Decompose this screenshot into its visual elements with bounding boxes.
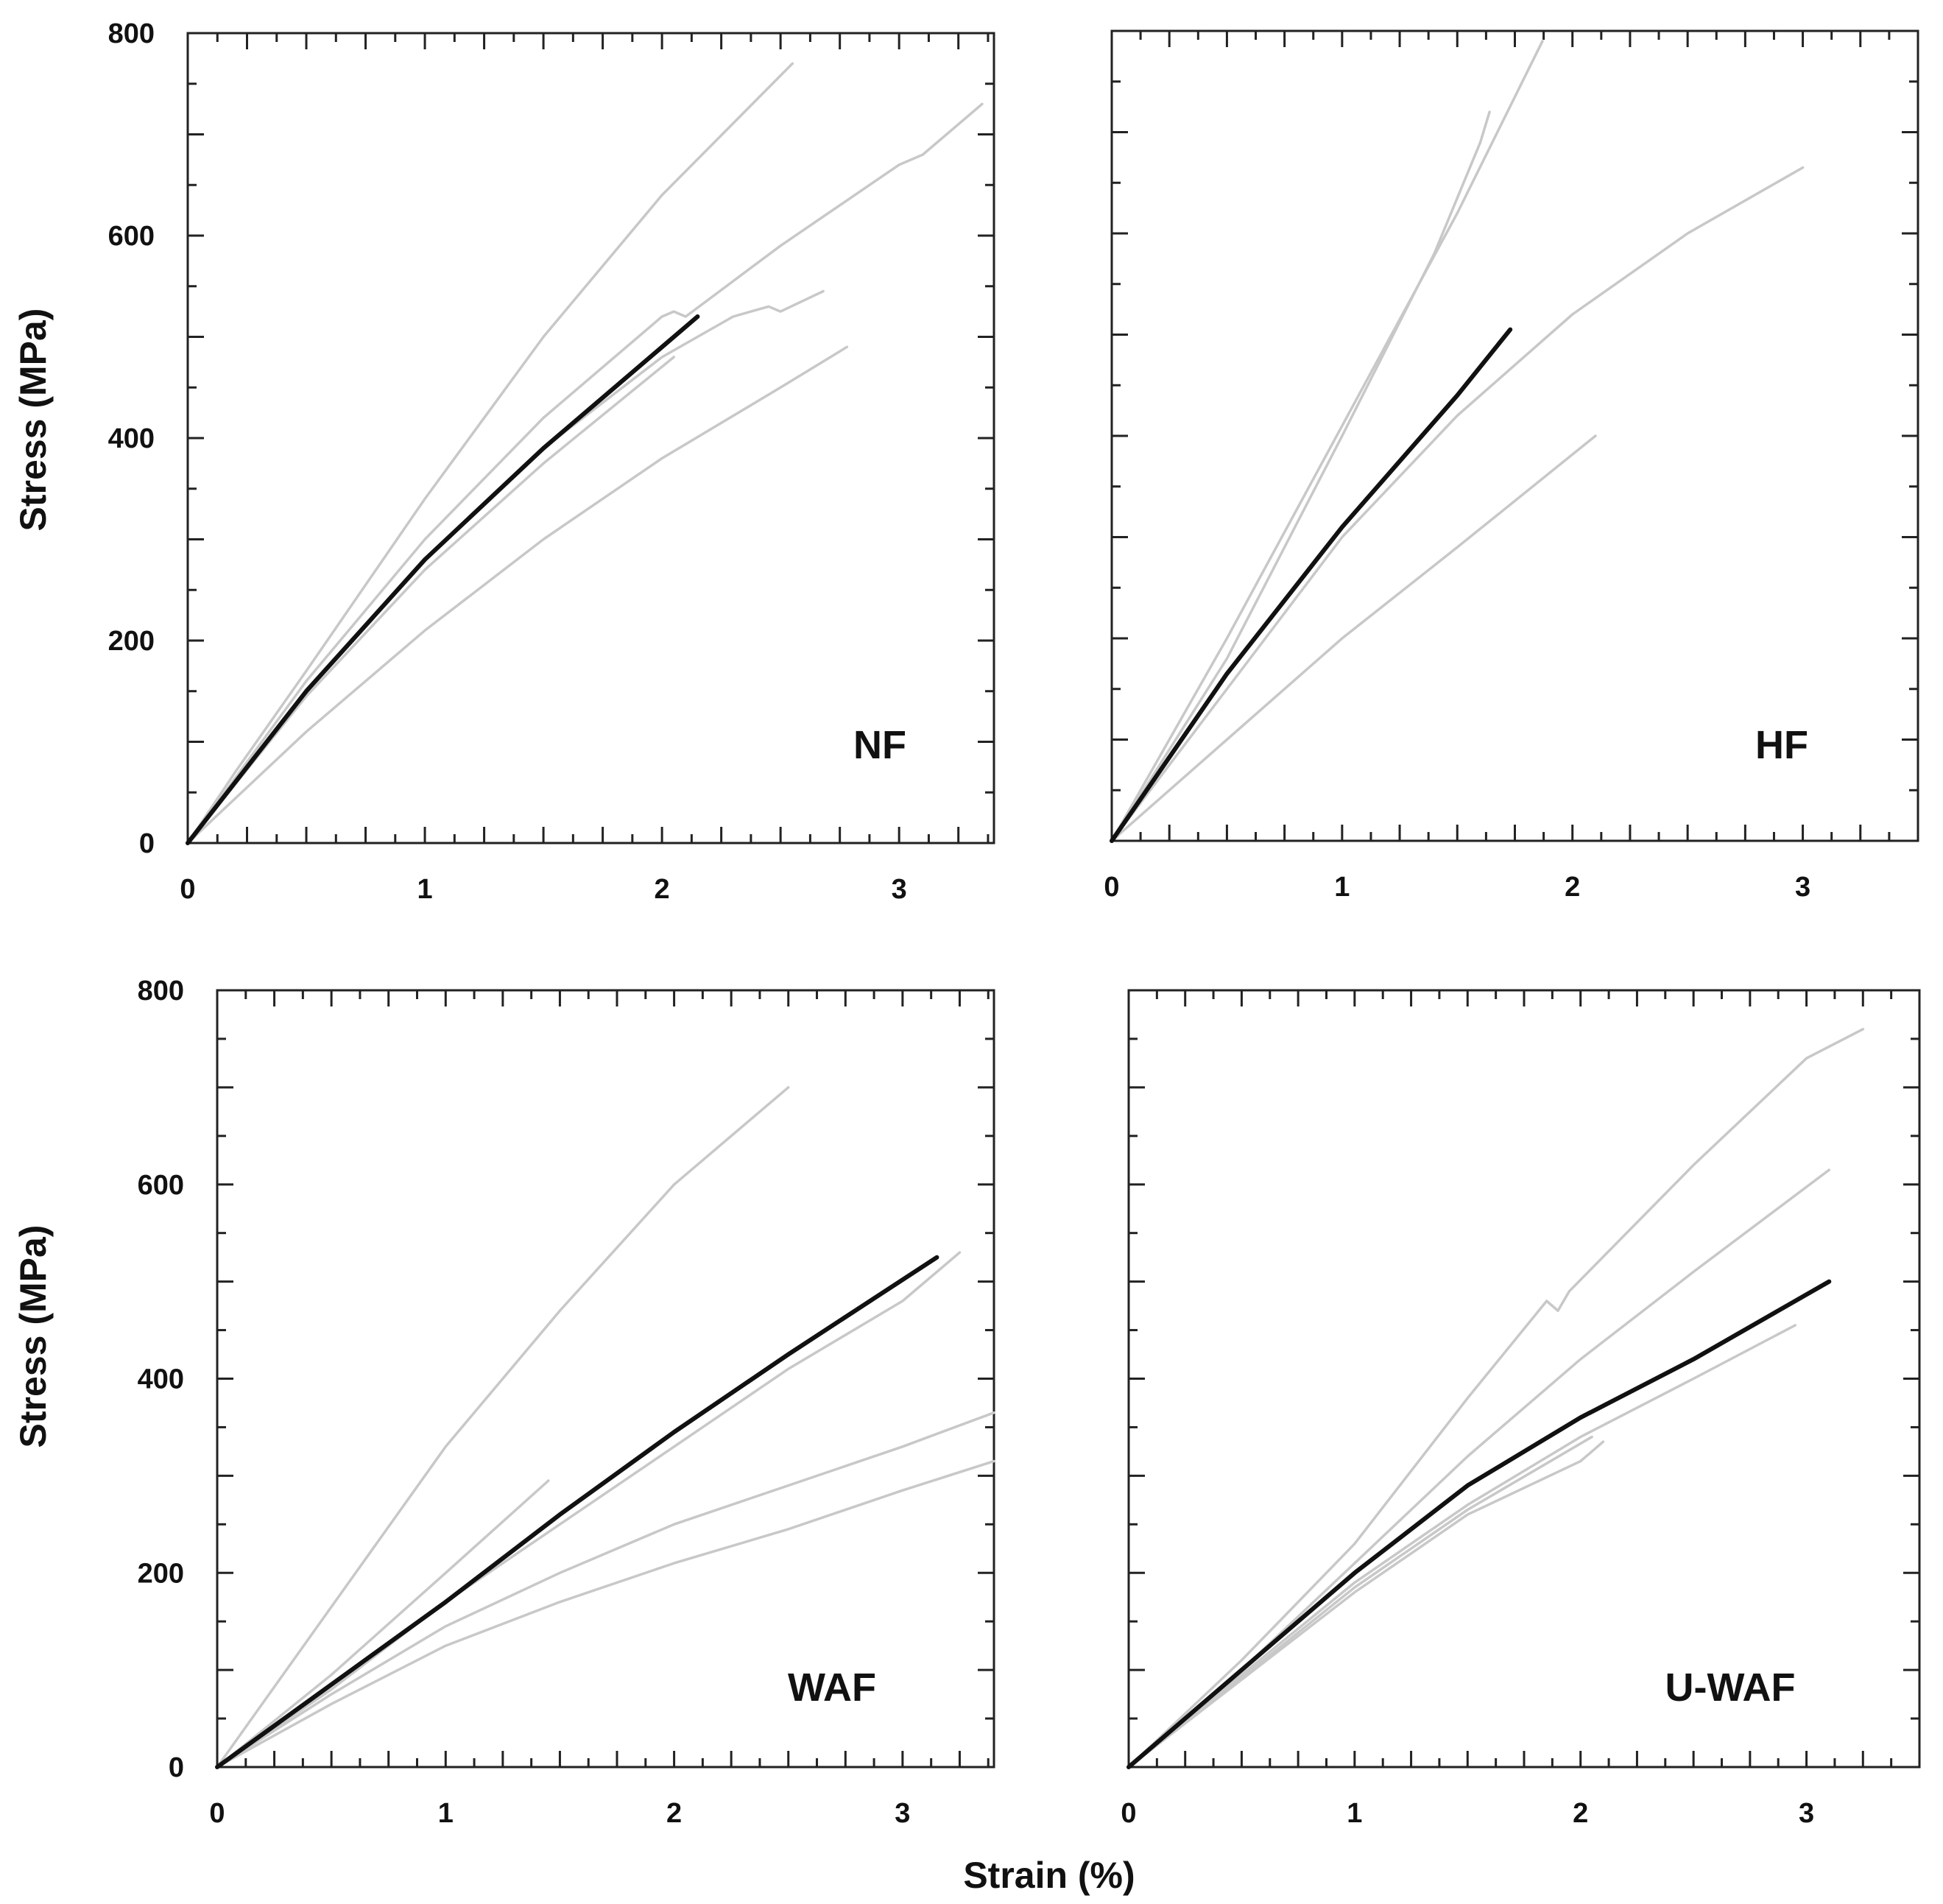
specimen-curve [1110,110,1491,842]
y-tick-label: 200 [138,1558,184,1589]
specimen-curve [216,1411,995,1769]
x-axis-title: Strain (%) [963,1855,1135,1896]
specimen-curve [216,1479,550,1769]
plot-frame [216,989,995,1769]
representative-curve [186,314,700,845]
y-tick-label: 800 [108,18,155,49]
x-tick-label: 0 [180,874,195,905]
specimen-curve [186,62,794,845]
specimen-curve [1127,1435,1593,1769]
specimen-curve [216,1251,962,1769]
x-tick-label: 2 [655,874,670,905]
plot-frame [1127,989,1921,1769]
panel-waf: 0 200 400 600 800 0 1 2 3 WAF [138,976,995,1829]
x-tick-label: 1 [438,1798,454,1829]
y-tick-label: 600 [108,221,155,252]
specimen-curve [1127,1028,1865,1769]
specimen-curve [186,345,849,845]
representative-curve [1126,1279,1832,1769]
x-tick-label: 3 [895,1798,910,1829]
y-tick-label: 400 [108,423,155,454]
y-tick-label: 800 [138,976,184,1006]
representative-curve [215,1255,939,1769]
y-tick-label: 400 [138,1364,184,1395]
panels-group: 0 200 400 600 800 0 1 2 3 NF 0 1 2 3 HF 0 200 400 600 800 0 1… [108,18,1921,1829]
y-tick-label: 600 [138,1170,184,1201]
y-axis-title-bottom: Stress (MPa) [13,1225,54,1448]
y-axis-title-top: Stress (MPa) [13,308,54,532]
x-tick-label: 2 [666,1798,682,1829]
specimen-curve [1127,1440,1605,1769]
specimen-curve [1110,166,1805,842]
specimen-curve [1110,434,1597,842]
panel-hf: 0 1 2 3 HF [1104,29,1919,903]
x-tick-label: 3 [1795,872,1810,903]
x-tick-label: 0 [1104,872,1119,903]
x-tick-label: 0 [209,1798,225,1829]
panel-label-nf: NF [853,723,906,767]
plot-frame [186,32,995,845]
panel-u-waf: 0 1 2 3 U-WAF [1121,989,1921,1829]
specimen-curve [186,102,984,845]
representative-curve [1110,327,1513,843]
panel-label-waf: WAF [788,1665,876,1710]
y-tick-label: 200 [108,626,155,657]
x-tick-label: 3 [892,874,907,905]
specimen-curve [186,356,675,845]
x-tick-label: 3 [1799,1798,1814,1829]
panel-nf: 0 200 400 600 800 0 1 2 3 NF [108,18,995,905]
x-tick-label: 2 [1573,1798,1588,1829]
x-tick-label: 1 [417,874,432,905]
plot-frame [1110,29,1919,842]
specimen-curve [1127,1324,1796,1769]
x-tick-label: 0 [1121,1798,1136,1829]
specimen-curve [1110,40,1544,842]
x-tick-label: 1 [1334,872,1350,903]
y-tick-label: 0 [169,1752,184,1783]
x-tick-label: 1 [1347,1798,1362,1829]
y-tick-label: 0 [139,828,155,859]
panel-label-u-waf: U-WAF [1665,1665,1796,1710]
x-tick-label: 2 [1565,872,1580,903]
panel-label-hf: HF [1755,723,1808,767]
specimen-curve [216,1459,995,1769]
specimen-curve [216,1086,790,1769]
